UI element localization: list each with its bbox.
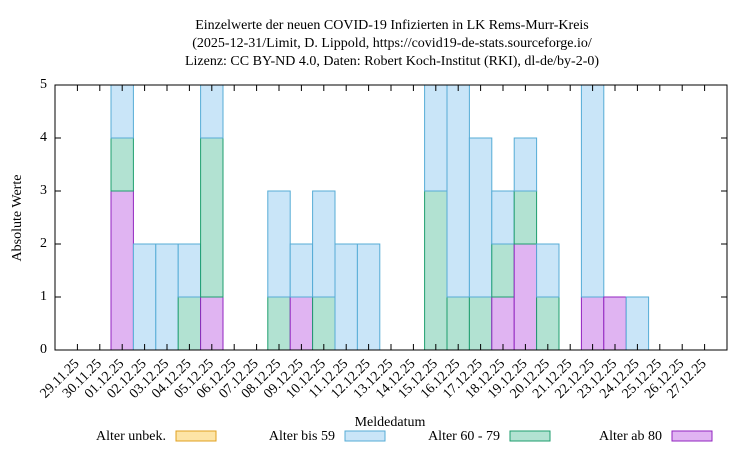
legend-swatch <box>509 430 551 442</box>
bar-segment <box>536 296 560 351</box>
bar-segment <box>580 84 605 298</box>
bar-segment <box>155 243 179 351</box>
bar-segment <box>267 296 291 351</box>
bar-segment <box>177 243 202 298</box>
bar-segment <box>289 296 314 351</box>
y-tick-label: 5 <box>40 77 47 92</box>
bar-segment <box>110 137 134 192</box>
bar-segment <box>356 243 381 351</box>
legend-swatch <box>671 430 713 442</box>
bar-segment <box>110 84 134 139</box>
bar-segment <box>580 296 605 351</box>
bar-segment <box>491 190 515 245</box>
bar-segment <box>491 243 515 298</box>
bar-segment <box>491 296 515 351</box>
legend-label: Alter ab 80 <box>599 429 662 444</box>
legend-swatch <box>175 430 217 442</box>
y-tick-label: 2 <box>40 236 47 251</box>
bar-segment <box>200 84 224 139</box>
bar-segment <box>625 296 650 351</box>
bar-segment <box>446 84 470 298</box>
bar-segment <box>110 190 134 351</box>
y-tick-label: 0 <box>40 342 47 357</box>
bar-segment <box>603 296 627 351</box>
bar-segment <box>132 243 157 351</box>
y-tick-label: 1 <box>40 289 47 304</box>
bar-segment <box>200 137 224 298</box>
bar-segment <box>200 296 224 351</box>
bar-segment <box>536 243 560 298</box>
bar-segment <box>289 243 314 298</box>
y-tick-label: 3 <box>40 183 47 198</box>
y-tick-label: 4 <box>40 130 47 145</box>
bar-segment <box>424 84 448 192</box>
legend-label: Alter bis 59 <box>269 429 335 444</box>
bar-segment <box>513 243 538 351</box>
legend-swatch <box>344 430 386 442</box>
bar-segment <box>468 137 493 298</box>
bar-segment <box>446 296 470 351</box>
bar-segment <box>312 296 336 351</box>
legend-label: Alter unbek. <box>96 429 166 444</box>
bar-segment <box>334 243 358 351</box>
bar-segment <box>312 190 336 298</box>
bar-segment <box>177 296 202 351</box>
legend-label: Alter 60 - 79 <box>428 429 500 444</box>
bar-segment <box>468 296 493 351</box>
bar-segment <box>513 137 538 192</box>
chart-title: (2025-12-31/Limit, D. Lippold, https://c… <box>192 36 592 51</box>
chart-title: Einzelwerte der neuen COVID-19 Infiziert… <box>195 18 589 33</box>
bar-segment <box>513 190 538 245</box>
y-axis-label: Absolute Werte <box>10 175 25 262</box>
x-axis-label: Meldedatum <box>355 415 426 430</box>
chart-title: Lizenz: CC BY-ND 4.0, Daten: Robert Koch… <box>185 54 599 69</box>
bar-segment <box>424 190 448 351</box>
bar-segment <box>267 190 291 298</box>
